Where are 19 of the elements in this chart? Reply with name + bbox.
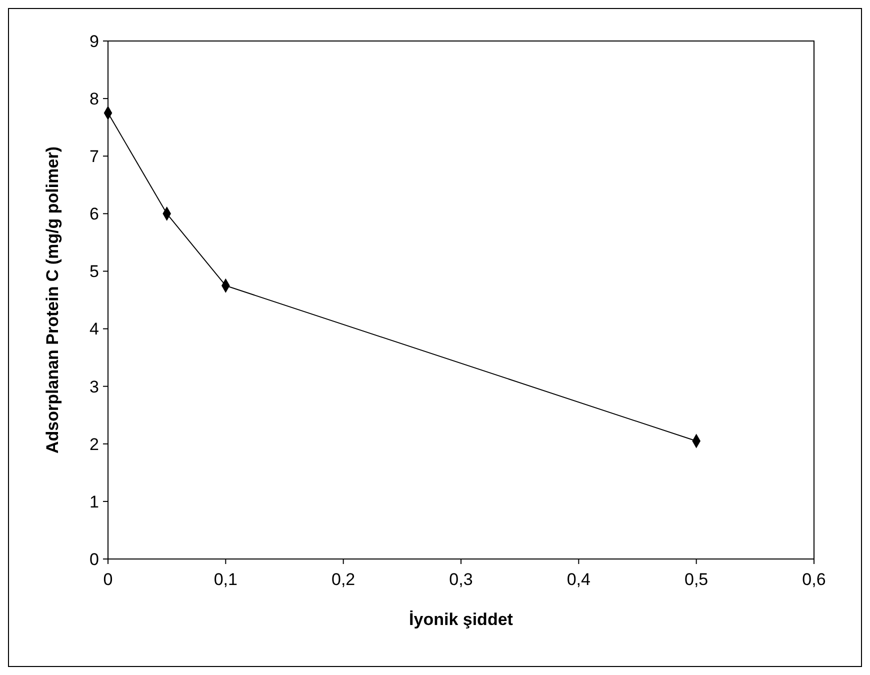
y-tick-label: 8 [90,90,99,109]
y-tick-label: 6 [90,204,99,224]
x-tick-label: 0 [103,570,113,589]
y-tick-label: 1 [90,492,99,512]
x-tick-label: 0,3 [449,570,473,589]
y-tick-label: 2 [90,434,99,454]
y-tick-label: 7 [90,147,99,166]
x-tick-label: 0,2 [332,570,356,589]
x-tick-label: 0,4 [566,570,590,589]
x-tick-label: 0,1 [214,570,238,589]
y-tick-label: 0 [90,550,99,569]
y-tick-label: 5 [90,262,99,282]
y-tick-label: 3 [90,377,99,396]
x-tick-label: 0,6 [802,570,826,589]
x-axis-title: İyonik şiddet [409,610,514,629]
y-axis-title: Adsorplanan Protein C (mg/g polimer) [43,146,62,454]
y-tick-label: 9 [90,32,99,51]
y-tick-label: 4 [90,320,99,339]
x-tick-label: 0,5 [684,570,708,589]
